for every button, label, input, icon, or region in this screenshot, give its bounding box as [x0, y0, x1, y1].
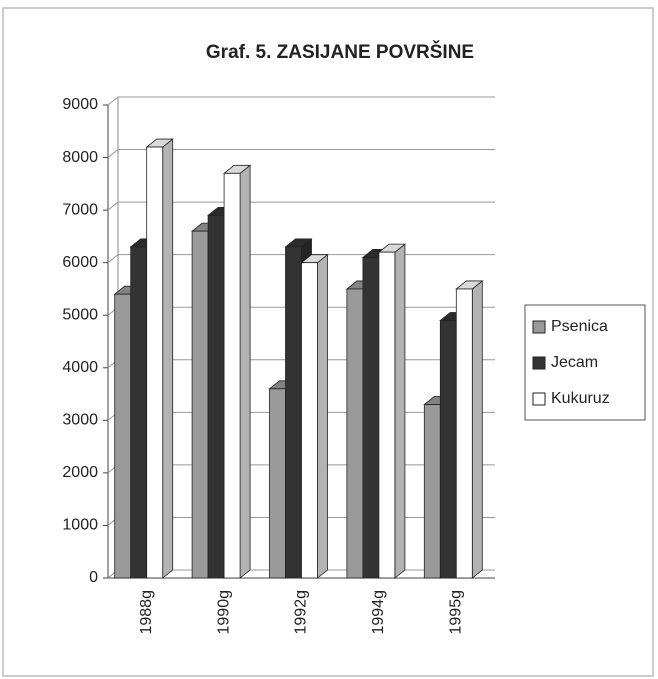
bar-front	[269, 388, 286, 579]
x-tick-label: 1992g	[293, 590, 310, 635]
x-tick-label: 1994g	[370, 590, 387, 635]
bar	[300, 253, 329, 579]
y-tick-label: 0	[89, 569, 98, 586]
bar-front	[423, 404, 441, 579]
bar	[145, 138, 174, 579]
legend-label: Kukuruz	[551, 390, 610, 407]
bar	[377, 243, 407, 579]
y-tick-label: 4000	[62, 359, 98, 376]
bar	[222, 164, 252, 579]
bar-front	[146, 146, 164, 579]
y-tick-label: 6000	[62, 254, 98, 271]
legend-label: Psenica	[551, 318, 608, 335]
x-tick-label: 1988g	[138, 590, 155, 635]
chart-title: Graf. 5. ZASIJANE POVRŠINE	[206, 41, 474, 63]
legend-swatch	[532, 392, 546, 406]
y-tick-label: 7000	[62, 201, 98, 218]
bar-side	[239, 164, 251, 579]
bar-side	[162, 138, 174, 579]
y-tick-label: 3000	[62, 412, 98, 429]
bar-front	[362, 257, 380, 579]
bar-front	[191, 230, 209, 579]
bar-side	[471, 280, 483, 579]
bar-side	[317, 253, 328, 579]
legend-swatch	[532, 356, 546, 370]
grid-line	[107, 96, 495, 106]
bar-front	[285, 246, 302, 579]
bar-front	[130, 246, 148, 579]
x-tick-label: 1995g	[448, 590, 465, 635]
grid-line	[107, 149, 495, 158]
bar-front	[455, 288, 473, 579]
legend-label: Jecam	[551, 354, 598, 371]
x-tick-label: 1990g	[215, 590, 232, 635]
y-tick-label: 2000	[62, 464, 98, 481]
y-tick-label: 8000	[62, 149, 98, 166]
y-tick-label: 9000	[62, 96, 98, 113]
bar-front	[439, 320, 457, 579]
bar-front	[114, 293, 132, 579]
bar-front	[223, 172, 241, 579]
bar-front	[378, 251, 396, 579]
grid-line	[107, 201, 495, 211]
bar-front	[346, 288, 364, 579]
bar-side	[394, 243, 406, 579]
bar	[455, 280, 484, 579]
y-tick-label: 1000	[62, 517, 98, 534]
bar-front	[207, 214, 225, 579]
bar-front	[301, 262, 318, 579]
legend-swatch	[532, 320, 546, 334]
y-tick-label: 5000	[62, 306, 98, 323]
